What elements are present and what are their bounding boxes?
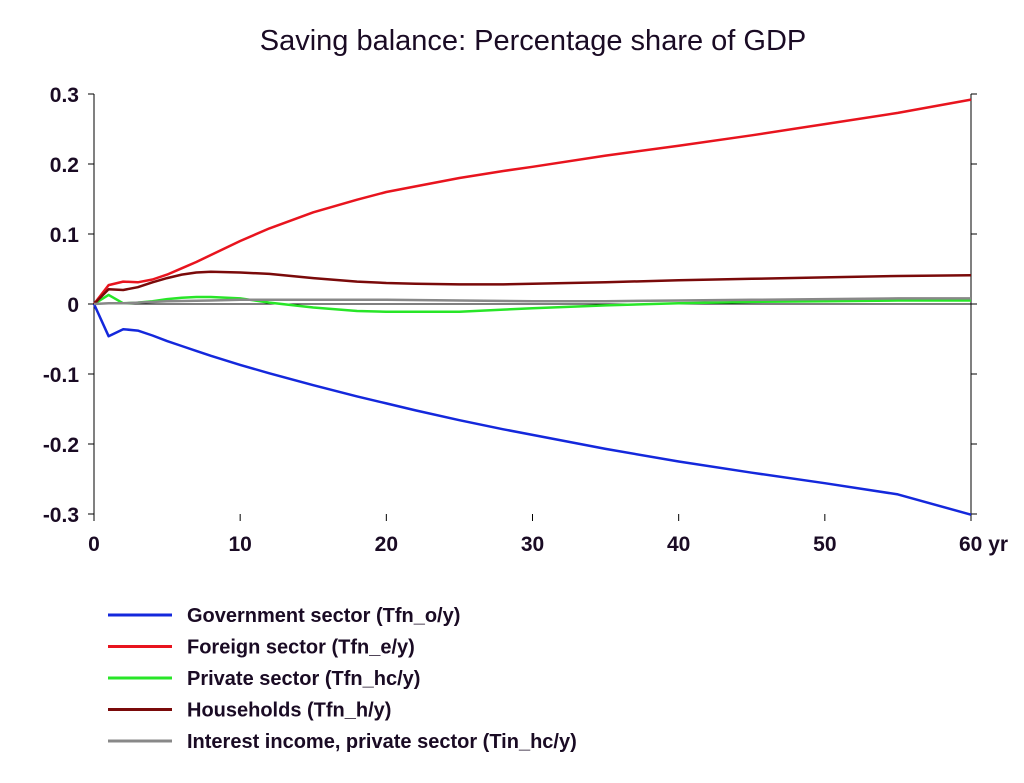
x-tick-label: 30 — [521, 533, 544, 556]
legend-label: Foreign sector (Tfn_e/y) — [187, 637, 415, 659]
y-tick-label: -0.3 — [43, 504, 79, 527]
x-tick-label: 20 — [375, 533, 398, 556]
series-line-3 — [93, 293, 971, 313]
y-tick-label: 0.1 — [50, 224, 80, 247]
series-lines — [92, 98, 972, 516]
y-tick-label: 0 — [67, 294, 79, 317]
plot-area — [93, 94, 972, 514]
x-tick-label: 40 — [667, 533, 690, 556]
y-axis: 0.3 0.2 0.1 0 -0.1 -0.2 -0.3 — [43, 84, 977, 527]
series-line-2 — [93, 98, 972, 305]
legend-label: Interest income, private sector (Tin_hc/… — [187, 731, 577, 753]
x-tick-label: 60 yr — [959, 533, 1008, 556]
legend-label: Government sector (Tfn_o/y) — [187, 605, 460, 627]
chart-title: Saving balance: Percentage share of GDP — [260, 25, 807, 57]
y-tick-label: 0.3 — [50, 84, 79, 107]
legend: Government sector (Tfn_o/y) Foreign secto… — [108, 605, 577, 753]
y-tick-label: -0.2 — [43, 434, 79, 457]
x-axis: 0 10 20 30 40 50 60 yr — [88, 514, 1008, 556]
x-tick-label: 0 — [88, 533, 100, 556]
series-line-4 — [93, 270, 972, 305]
y-tick-label: 0.2 — [50, 154, 79, 177]
y-tick-label: -0.1 — [43, 364, 80, 387]
series-line-5 — [93, 297, 971, 306]
x-tick-label: 10 — [228, 533, 251, 556]
legend-label: Households (Tfn_h/y) — [187, 700, 391, 722]
legend-label: Private sector (Tfn_hc/y) — [187, 668, 420, 690]
x-tick-label: 50 — [813, 533, 836, 556]
series-line-1 — [92, 303, 972, 516]
